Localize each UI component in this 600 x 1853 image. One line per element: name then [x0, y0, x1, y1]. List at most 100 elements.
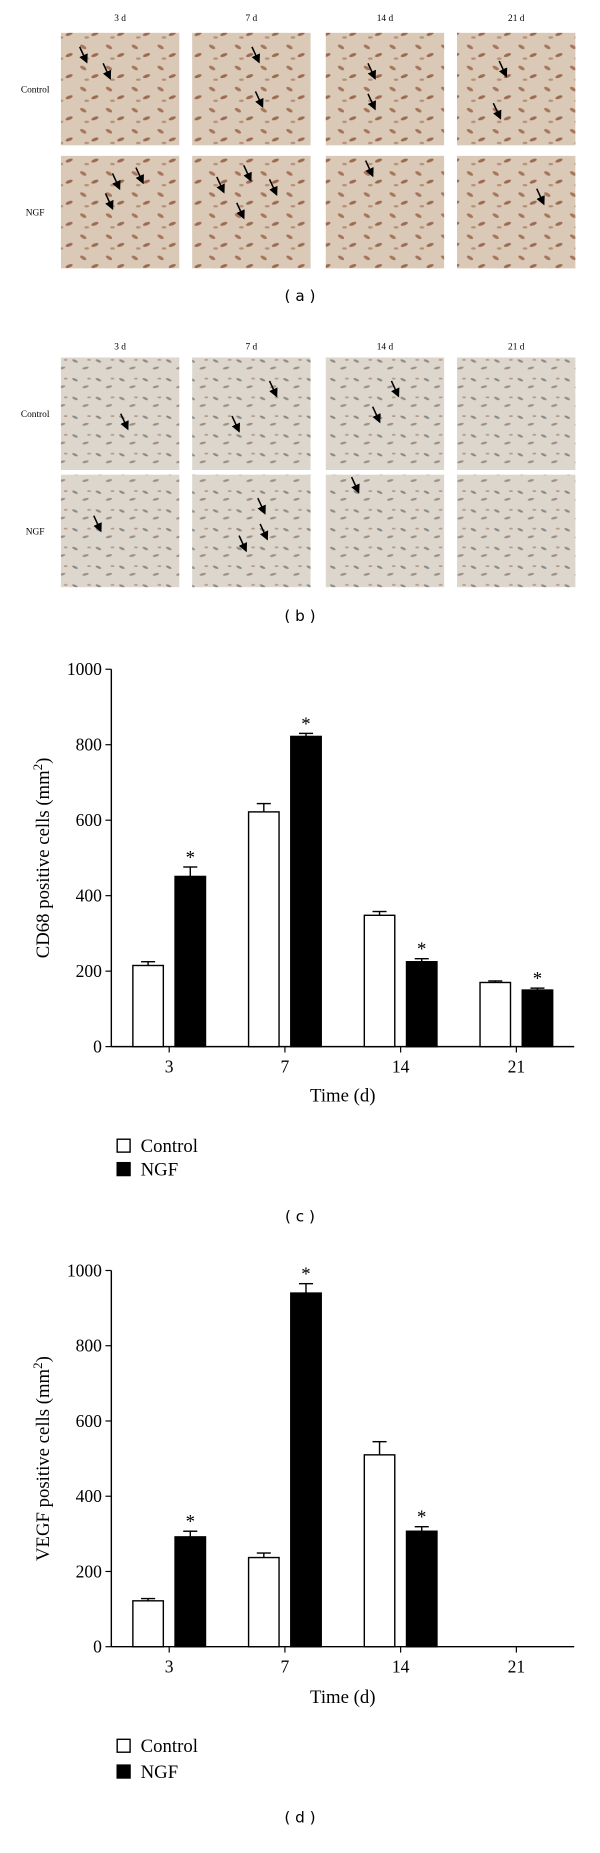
row-label: Control [21, 410, 50, 420]
legend-swatch [116, 1738, 131, 1753]
bar [521, 989, 554, 1048]
legend-label: Control [141, 1736, 198, 1757]
column-label: 14 d [377, 14, 394, 24]
y-label-sup: 2 [31, 764, 45, 770]
significance-mark: * [186, 1512, 195, 1533]
x-tick-label: 21 [508, 1657, 526, 1677]
x-tick-label: 7 [281, 1657, 290, 1677]
arrow [238, 535, 248, 553]
panel-label: ( b ) [284, 607, 315, 625]
micrograph [192, 155, 311, 269]
arrow [268, 380, 278, 398]
arrow [120, 413, 129, 431]
x-tick-label: 14 [392, 1056, 410, 1076]
bar [479, 981, 512, 1048]
arrow [102, 62, 112, 80]
y-tick-label: 1000 [67, 1260, 102, 1280]
row-label: NGF [26, 209, 45, 219]
arrow [371, 406, 381, 424]
legend-swatch [116, 1138, 131, 1153]
bar [405, 1530, 438, 1648]
micrograph [60, 32, 180, 146]
micrograph [325, 357, 445, 470]
micrograph [60, 474, 180, 588]
column-label: 7 d [246, 342, 258, 352]
panel-label: ( c ) [285, 1207, 315, 1225]
micrograph [325, 32, 445, 146]
row-label: Control [21, 86, 50, 96]
arrow [104, 193, 114, 211]
arrow [536, 188, 545, 206]
bar [174, 875, 207, 1048]
significance-mark: * [533, 969, 542, 990]
arrow [111, 173, 121, 191]
arrow [251, 46, 260, 64]
micrograph [192, 32, 311, 146]
y-axis-label: CD68 positive cells (mm2) [31, 758, 54, 959]
micrograph [457, 32, 576, 146]
arrow [268, 179, 278, 196]
bar [363, 914, 396, 1048]
arrow [492, 102, 502, 120]
y-tick-label: 600 [76, 1411, 103, 1431]
micrograph [457, 474, 576, 588]
legend-swatch [116, 1764, 131, 1779]
arrow [236, 202, 245, 220]
bar [405, 961, 438, 1048]
x-axis-label: Time (d) [310, 1687, 375, 1708]
x-axis-label: Time (d) [310, 1086, 375, 1107]
arrow [390, 380, 400, 398]
significance-mark: * [186, 847, 195, 868]
bar [247, 1556, 280, 1648]
micrograph [60, 357, 180, 470]
y-label-close: ) [33, 758, 54, 764]
y-tick-label: 600 [76, 810, 103, 830]
bar [363, 1454, 396, 1648]
legend-swatch [116, 1161, 131, 1177]
micrograph [192, 357, 311, 470]
micrograph [192, 474, 311, 588]
legend-label: NGF [141, 1160, 179, 1181]
column-label: 3 d [114, 14, 126, 24]
arrow [231, 415, 241, 433]
column-label: 3 d [114, 342, 126, 352]
arrow [364, 160, 374, 178]
significance-mark: * [301, 714, 310, 735]
y-label-text: CD68 positive cells (mm [33, 770, 54, 958]
bar [132, 964, 165, 1048]
y-tick-label: 1000 [67, 659, 102, 679]
x-tick-label: 7 [281, 1056, 290, 1076]
arrow [93, 515, 102, 533]
y-tick-label: 800 [76, 735, 103, 755]
arrow [259, 523, 269, 541]
micrograph [325, 155, 445, 269]
legend-label: Control [141, 1136, 198, 1157]
bar [290, 1292, 322, 1648]
micrograph [457, 155, 576, 269]
y-label-close: ) [33, 1356, 54, 1362]
y-label-text: VEGF positive cells (mm [33, 1368, 54, 1561]
micrograph [60, 155, 180, 269]
column-label: 21 d [508, 14, 525, 24]
y-tick-label: 0 [93, 1036, 102, 1056]
x-tick-label: 3 [165, 1657, 174, 1677]
arrow [243, 164, 252, 182]
bar [132, 1600, 165, 1648]
significance-mark: * [417, 939, 426, 960]
y-tick-label: 0 [93, 1637, 102, 1657]
y-label-sup: 2 [31, 1362, 45, 1368]
arrow [135, 167, 144, 185]
arrow [367, 93, 376, 111]
arrow [257, 497, 266, 515]
arrow [78, 46, 88, 64]
x-tick-label: 14 [392, 1657, 410, 1677]
row-label: NGF [26, 527, 45, 537]
y-tick-label: 400 [76, 886, 103, 906]
x-tick-label: 3 [165, 1056, 174, 1076]
panel-label: ( a ) [285, 287, 316, 305]
bar [290, 735, 322, 1048]
significance-mark: * [301, 1264, 310, 1285]
column-label: 21 d [508, 342, 525, 352]
